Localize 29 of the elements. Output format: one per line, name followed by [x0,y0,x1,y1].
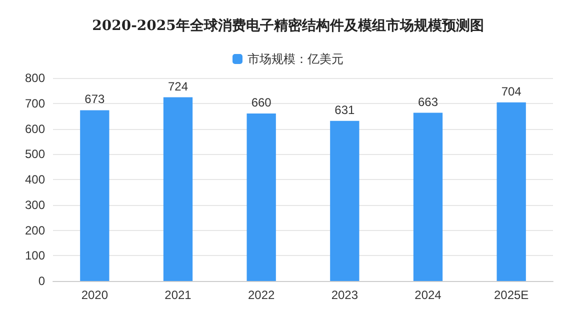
y-tick-label: 800 [24,71,46,85]
bar [413,112,443,281]
bar [80,110,110,281]
x-tick-label: 2024 [414,288,442,302]
data-label: 660 [251,96,272,110]
data-label: 704 [501,84,522,98]
x-tick-label: 2023 [331,288,358,302]
data-label: 724 [168,79,188,94]
y-tick-label: 700 [24,96,46,110]
y-tick-label: 400 [24,172,46,186]
y-tick-label: 500 [24,147,46,162]
y-tick-label: 600 [24,122,46,136]
data-label: 673 [84,92,105,106]
data-label: 663 [418,94,438,109]
bar [496,102,526,281]
bar [330,120,360,281]
bar [163,97,193,281]
y-tick-label: 0 [38,274,46,288]
legend-label: 市场规模：亿美元 [248,52,344,66]
x-tick-label: 2025E [494,288,529,302]
y-tick-label: 200 [24,223,46,238]
y-tick-label: 100 [24,248,46,263]
y-tick-label: 300 [24,198,46,212]
x-tick-label: 2020 [81,288,108,302]
x-tick-label: 2021 [164,288,192,302]
x-tick-label: 2022 [248,288,276,302]
chart-title: 2020-2025年全球消费电子精密结构件及模组市场规模预测图 [92,17,484,34]
data-label: 631 [334,102,355,117]
bar [246,114,276,281]
